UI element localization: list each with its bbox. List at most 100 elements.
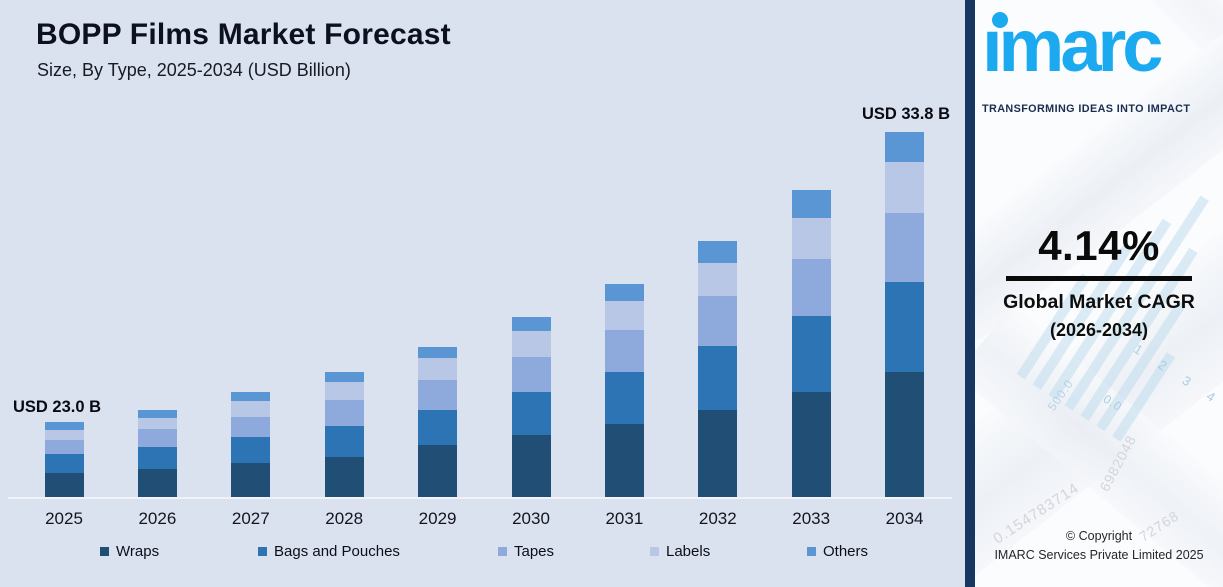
segment-labels [604,301,644,330]
logo-text: ımarc [982,4,1163,87]
cagr-years: (2026-2034) [1049,320,1149,340]
x-axis-label-2028: 2028 [325,509,364,528]
x-axis-label-2031: 2031 [605,509,644,528]
x-axis-label-2029: 2029 [418,509,457,528]
x-axis-label-2030: 2030 [512,509,550,528]
legend-label: Wraps [116,543,160,560]
x-axis-label-2033: 2033 [792,509,831,528]
segment-labels [324,382,364,400]
legend-label: Bags and Pouches [274,543,400,560]
legend-label: Tapes [514,543,555,560]
segment-tapes [44,440,84,454]
x-axis-label-2026: 2026 [138,509,177,528]
segment-others [137,410,177,418]
segment-labels [44,430,84,440]
stacked-bar-2027 [231,392,271,497]
segment-wraps [231,463,271,497]
chart-title: BOPP Films Market Forecast [36,18,451,51]
segment-tapes [418,380,458,410]
stacked-bar-2028 [324,372,364,497]
x-axis-label-2032: 2032 [698,509,737,528]
stacked-bar-2032 [698,241,738,497]
annotation-last-bar: USD 33.8 B [861,105,950,123]
segment-bags-and-pouches [44,454,84,473]
segment-tapes [324,400,364,426]
segment-wraps [511,435,551,497]
legend-marker-icon [100,547,109,556]
segment-others [44,422,84,430]
segment-others [324,372,364,382]
segment-wraps [791,392,831,497]
segment-wraps [44,473,84,497]
segment-others [231,392,271,401]
segment-labels [791,218,831,259]
segment-tapes [511,357,551,392]
segment-bags-and-pouches [604,372,644,424]
segment-bags-and-pouches [324,426,364,457]
legend: Wraps Bags and Pouches Tapes Labels Others [0,543,965,565]
segment-labels [511,331,551,357]
x-axis-label-2025: 2025 [45,509,83,528]
cagr-label: Global Market CAGR [1003,291,1195,313]
segment-labels [698,263,738,296]
legend-item-wraps: Wraps [100,543,159,560]
annotation-first-bar: USD 23.0 B [13,398,102,416]
segment-tapes [791,259,831,316]
segment-others [885,132,925,162]
copyright-line1: © Copyright [1065,529,1133,543]
stacked-bar-2029 [418,347,458,497]
legend-label: Labels [666,543,711,560]
legend-label: Others [823,543,869,560]
section-divider [965,0,975,587]
logo-dot-icon [992,12,1008,28]
logo-tagline: TRANSFORMING IDEAS INTO IMPACT [982,103,1191,115]
cagr-underline [1006,276,1192,281]
cagr-value: 4.14% [1038,222,1160,269]
segment-labels [137,418,177,429]
segment-tapes [885,213,925,282]
stacked-bar-2031 [604,284,644,497]
x-axis-label-2034: 2034 [885,509,924,528]
legend-marker-icon [498,547,507,556]
segment-bags-and-pouches [511,392,551,435]
legend-item-bags-and-pouches: Bags and Pouches [258,543,400,560]
imarc-logo: ımarc [981,2,1221,102]
segment-bags-and-pouches [418,410,458,445]
segment-tapes [604,330,644,372]
segment-bags-and-pouches [231,437,271,463]
segment-others [791,190,831,218]
segment-tapes [137,429,177,447]
segment-bags-and-pouches [885,282,925,372]
legend-marker-icon [258,547,267,556]
segment-labels [885,162,925,213]
segment-others [418,347,458,358]
segment-bags-and-pouches [791,316,831,392]
chart-subtitle: Size, By Type, 2025-2034 (USD Billion) [37,60,351,80]
legend-marker-icon [650,547,659,556]
segment-bags-and-pouches [698,346,738,410]
stacked-bar-2030 [511,317,551,497]
legend-item-tapes: Tapes [498,543,554,560]
x-axis-line [8,497,952,499]
segment-others [698,241,738,263]
copyright-line2: IMARC Services Private Limited 2025 [994,548,1204,562]
stacked-bar-2025 [44,422,84,497]
x-axis-label-2027: 2027 [231,509,270,528]
chart-section: BOPP Films Market Forecast Size, By Type… [0,0,965,587]
legend-marker-icon [807,547,816,556]
sidebar-panel: 1 2 3 4 0.0 500.0 6982048 0.154783714 72… [975,0,1223,587]
stacked-bar-2034 [885,132,925,497]
segment-tapes [231,417,271,437]
stacked-bar-2026 [137,410,177,497]
segment-wraps [604,424,644,497]
segment-wraps [137,469,177,497]
segment-wraps [418,445,458,497]
segment-labels [231,401,271,417]
segment-bags-and-pouches [137,447,177,469]
segment-tapes [698,296,738,346]
segment-labels [418,358,458,380]
segment-wraps [324,457,364,497]
segment-wraps [885,372,925,497]
plot-area: USD 23.0 B USD 33.8 B 2025 2026 2027 2028 20… [8,105,952,528]
